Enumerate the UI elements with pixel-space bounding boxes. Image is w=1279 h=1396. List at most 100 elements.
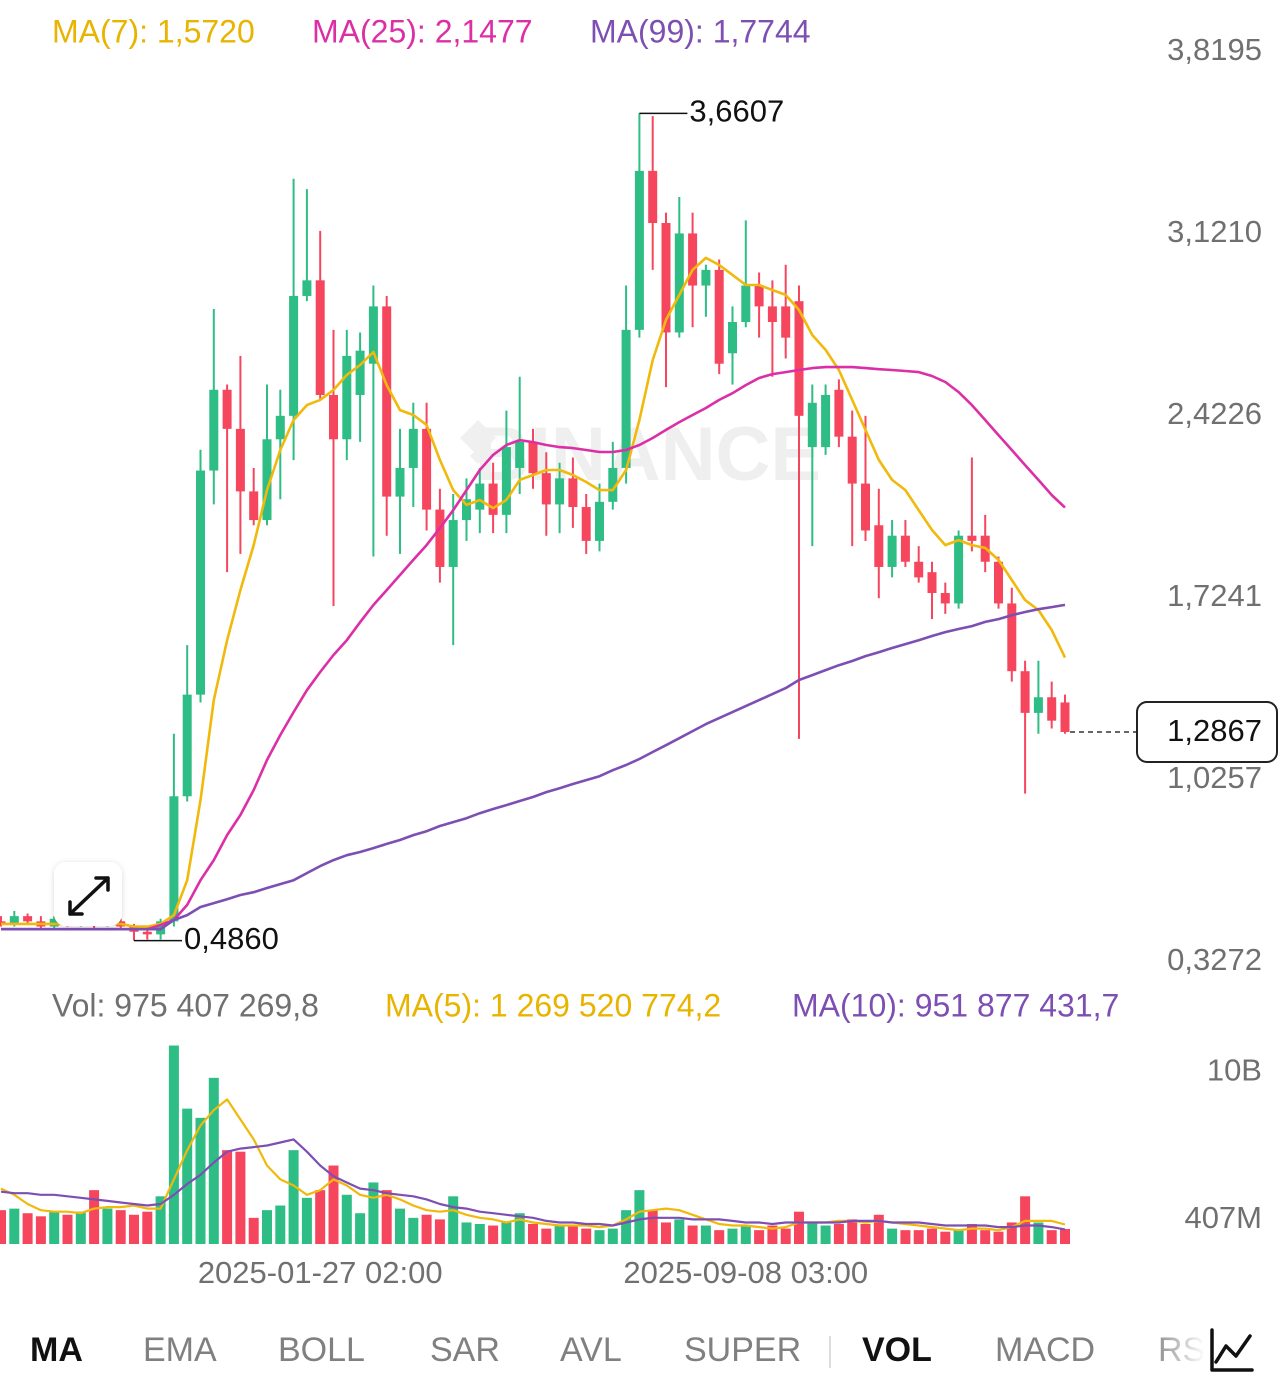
volume-bar	[1006, 1222, 1017, 1244]
expand-bg[interactable]	[54, 862, 122, 926]
x-tick-label: 2025-01-27 02:00	[198, 1255, 443, 1290]
volume-bar	[142, 1211, 153, 1244]
volume-bar	[421, 1214, 432, 1244]
volume-bar	[235, 1151, 246, 1244]
candle-body	[1020, 671, 1030, 713]
y-tick-label: 1,0257	[1167, 760, 1262, 795]
volume-bar	[501, 1222, 512, 1244]
expand-icon[interactable]	[68, 876, 110, 916]
volume-bar	[434, 1219, 445, 1244]
candle-body	[914, 561, 924, 578]
volume-bar	[461, 1222, 472, 1244]
volume-bar	[102, 1208, 113, 1244]
tab[interactable]: EMA	[143, 1331, 217, 1369]
candle-body	[169, 796, 179, 922]
volume-bar	[368, 1182, 379, 1244]
volume-bar	[607, 1228, 618, 1244]
extreme-label: 3,6607	[689, 94, 784, 129]
ma-line	[1, 365, 1066, 931]
tab[interactable]: AVL	[560, 1331, 622, 1369]
volume-bar	[807, 1222, 818, 1244]
volume-bar	[900, 1230, 911, 1244]
candle-body	[368, 306, 378, 364]
candle-body	[329, 394, 338, 440]
volume-bar	[621, 1210, 632, 1244]
candle-body	[235, 428, 245, 492]
candle-body	[674, 233, 684, 333]
candle-body	[994, 561, 1003, 604]
volume-bar	[1046, 1230, 1057, 1244]
volume-bar	[448, 1196, 459, 1244]
tab[interactable]: BOLL	[278, 1331, 365, 1369]
candle-body	[501, 447, 511, 515]
volume-bar	[9, 1208, 20, 1244]
candle-body	[887, 535, 897, 567]
candle-body	[448, 520, 458, 567]
candle-body	[435, 509, 445, 567]
candle-body	[927, 572, 937, 594]
volume-bar	[22, 1213, 33, 1244]
tab[interactable]: MACD	[995, 1331, 1095, 1369]
volume-bar	[408, 1217, 419, 1244]
volume-bar	[341, 1194, 352, 1244]
volume-bar	[514, 1213, 525, 1244]
last-price-label: 1,2867	[1167, 713, 1262, 748]
candle-body	[900, 535, 910, 562]
candle-body	[315, 280, 325, 395]
volume-bar	[168, 1045, 179, 1244]
candle-body	[648, 170, 658, 224]
volume-bar	[940, 1231, 951, 1244]
volume-bar	[927, 1228, 937, 1244]
candle-body	[661, 223, 671, 333]
tab[interactable]: SUPER	[684, 1331, 801, 1369]
candle-body	[1033, 697, 1043, 713]
watermark: BINANCE	[475, 412, 821, 497]
candle-body	[555, 478, 565, 505]
legend-entry: MA(7): 1,5720	[52, 13, 255, 49]
volume-bar	[700, 1225, 711, 1244]
candle-body	[249, 491, 259, 521]
candle-body	[595, 501, 604, 541]
volume-bar	[301, 1197, 312, 1244]
volume-bar	[1060, 1228, 1070, 1244]
chart-settings-icon[interactable]	[1210, 1328, 1254, 1372]
candle-body	[847, 436, 857, 484]
candle-body	[142, 931, 152, 935]
y-tick-label: 1,7241	[1167, 578, 1262, 613]
legend-entry: MA(10): 951 877 431,7	[792, 987, 1119, 1023]
tab[interactable]: SAR	[430, 1331, 500, 1369]
candle-body	[262, 439, 272, 521]
candle-body	[794, 301, 804, 416]
icon-line[interactable]	[1214, 1334, 1252, 1364]
candle-body	[355, 350, 365, 395]
candle-body	[422, 428, 432, 510]
candle-body	[967, 535, 977, 541]
volume-bar	[687, 1225, 698, 1244]
volume-bar	[262, 1210, 272, 1244]
icon-axes[interactable]	[1210, 1328, 1254, 1372]
volume-bar	[820, 1225, 831, 1244]
candle-body	[834, 389, 844, 437]
indicator-tabs: MA EMA BOLL SAR AVL SUPER VOL MACD RS	[30, 1325, 1254, 1380]
candle-body	[9, 916, 19, 924]
candle-body	[23, 916, 33, 922]
candle-body	[621, 329, 631, 468]
tab[interactable]: VOL	[862, 1331, 932, 1369]
volume-bar	[581, 1228, 592, 1244]
volume-bar	[966, 1224, 977, 1244]
volume-bar	[75, 1211, 86, 1244]
legend-entry: MA(99): 1,7744	[590, 13, 811, 49]
candle-body	[701, 269, 711, 286]
tab[interactable]: MA	[30, 1331, 83, 1369]
volume-bar	[634, 1190, 645, 1244]
expand-button[interactable]	[54, 862, 122, 926]
volume-bar	[474, 1224, 485, 1244]
candle-body	[222, 389, 232, 429]
legend-entry: MA(25): 2,1477	[312, 13, 533, 49]
volume-bar	[488, 1225, 499, 1244]
legend-entry: Vol: 975 407 269,8	[52, 987, 319, 1023]
candle-body	[634, 170, 644, 330]
volume-bar	[980, 1230, 991, 1244]
volume-bar	[35, 1216, 46, 1244]
volume-bar	[222, 1150, 233, 1244]
